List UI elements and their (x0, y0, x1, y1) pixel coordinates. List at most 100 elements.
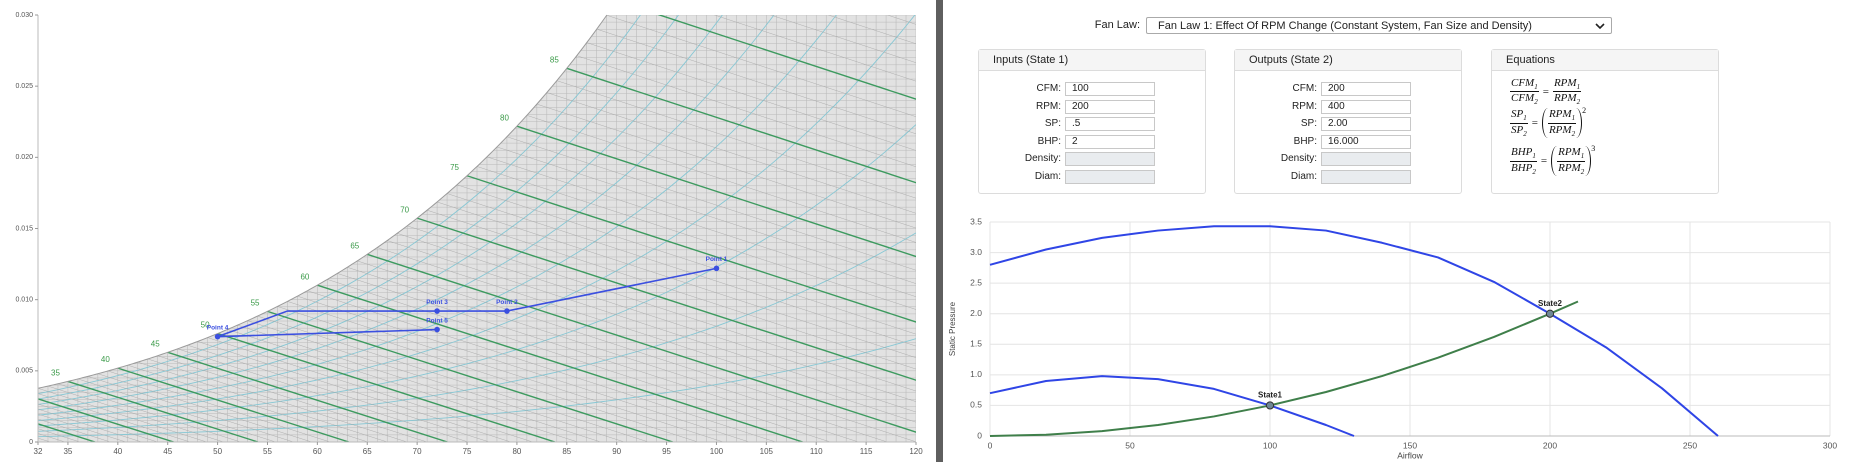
x-tick-label: 90 (612, 447, 621, 456)
enthalpy-line (287, 301, 724, 442)
subscript: 1 (1534, 83, 1538, 92)
y-tick-label: 0.015 (15, 225, 33, 232)
state-point (214, 333, 221, 340)
field-input[interactable]: 2.00 (1321, 117, 1411, 131)
fraction: SP1 SP2 (1510, 108, 1528, 138)
enthalpy-line (656, 15, 916, 442)
enthalpy-line (476, 166, 916, 442)
x-tick-label: 115 (860, 447, 873, 456)
fan-curve-chart: 0 50 100 150 200 250 300 0 0.5 1.0 1.5 2.0 2.5 3.0 3.5… (948, 216, 1837, 460)
enthalpy-line (227, 329, 578, 442)
enthalpy-line (397, 233, 916, 442)
field-input[interactable]: 200 (1065, 99, 1155, 114)
enthalpy-line (926, 0, 936, 442)
subscript: 1 (1580, 152, 1585, 161)
enthalpy-line (47, 385, 224, 442)
field-input[interactable]: .5 (1065, 117, 1155, 131)
wet-bulb-line (915, 15, 916, 442)
enthalpy-line (247, 320, 625, 442)
wet-bulb-line (38, 391, 174, 442)
y-axis-label: Static Pressure (948, 301, 957, 356)
enthalpy-line (38, 390, 191, 442)
subscript: 1 (1576, 83, 1581, 92)
enthalpy-line (137, 361, 388, 442)
fraction: CFM1 CFM2 (1510, 77, 1539, 106)
relation: = (1540, 155, 1548, 167)
wet-bulb-label: 60 (300, 272, 309, 281)
symbol: CFM (1511, 92, 1535, 105)
y-tick-label: 0 (977, 430, 982, 440)
fan-law-select[interactable]: Fan Law 1: Effect Of RPM Change (Constan… (1146, 17, 1612, 34)
point-label: State1 (1258, 391, 1283, 400)
field-label: SP: (1044, 118, 1061, 129)
enthalpy-line (407, 225, 916, 442)
wet-bulb-line (566, 67, 916, 442)
fan-law-value: Fan Law 1: Effect Of RPM Change (Constan… (1158, 20, 1532, 32)
wet-bulb-line (416, 217, 916, 442)
numerator: RPM1 (1557, 146, 1586, 162)
enthalpy-line (327, 279, 831, 442)
rh-curve (38, 15, 916, 405)
rh-curve (38, 15, 916, 395)
y-tick-label: 0.005 (15, 368, 33, 375)
enthalpy-line (596, 28, 916, 442)
enthalpy-line (38, 403, 80, 442)
field-input[interactable]: 400 (1321, 99, 1411, 114)
field-label: BHP: (1293, 135, 1317, 147)
splitter[interactable] (936, 0, 943, 462)
form-panel: Inputs (State 1) CFM: 100 RPM: 200 SP: .5 BHP: 2… (978, 49, 1206, 194)
point-label: Point 1 (706, 256, 728, 263)
rh-curve (38, 232, 916, 432)
enthalpy-line (606, 15, 916, 442)
enthalpy-line (38, 394, 158, 442)
x-tick-label: 50 (1125, 440, 1135, 450)
x-tick-label: 32 (34, 447, 43, 456)
field-input[interactable]: 16.000 (1321, 134, 1411, 149)
relation: = (1531, 117, 1538, 129)
field-input (1321, 152, 1411, 166)
enthalpy-line (177, 348, 469, 442)
x-tick-label: 105 (760, 447, 774, 456)
enthalpy-line (38, 388, 207, 442)
y-tick-label: 3.0 (970, 247, 982, 257)
x-tick-label: 65 (363, 447, 372, 456)
psychrometric-chart: 35 40 45 50 55 60 65 70 75 80 85 32 35 40 45 50 55 60 65 70… (0, 0, 936, 456)
enthalpy-line (456, 184, 916, 442)
y-tick-label: 0.5 (970, 400, 982, 410)
state-point (1545, 309, 1555, 318)
enthalpy-line (576, 55, 916, 442)
form-panel: Outputs (State 2) CFM: 200 RPM: 400 SP: 2.00 BH… (1234, 49, 1462, 194)
curve (989, 225, 1719, 437)
enthalpy-line (107, 370, 331, 442)
rh-curve (38, 15, 916, 416)
wet-bulb-line (0, 409, 21, 442)
x-tick-label: 0 (988, 440, 993, 450)
symbol: SP (1511, 123, 1524, 136)
rh-curve (38, 15, 916, 411)
wet-bulb-label: 45 (151, 339, 160, 348)
rh-curve (38, 124, 916, 427)
equation: CFM1 CFM2 = RPM1 RPM2 (1510, 77, 1582, 106)
symbol: RPM (1558, 146, 1581, 159)
symbol: RPM (1548, 108, 1572, 121)
enthalpy-line (496, 146, 916, 442)
enthalpy-line (127, 364, 368, 442)
enthalpy-line (0, 408, 36, 442)
field-label: Density: (1024, 153, 1061, 164)
enthalpy-line (77, 378, 276, 442)
field-input[interactable]: 200 (1321, 82, 1411, 96)
subscript: 1 (1571, 114, 1576, 123)
point-label: State2 (1538, 299, 1563, 308)
denominator: RPM2 (1557, 162, 1585, 176)
y-tick-label: 1.5 (970, 339, 982, 349)
subscript: 2 (1580, 167, 1585, 176)
field-input[interactable]: 2 (1065, 134, 1155, 149)
subscript: 2 (1534, 98, 1538, 107)
symbol: RPM (1553, 92, 1577, 105)
symbol: SP (1511, 108, 1524, 121)
field-input[interactable]: 100 (1065, 82, 1155, 96)
subscript: 1 (1523, 114, 1527, 123)
enthalpy-line (347, 267, 888, 442)
x-tick-label: 100 (1263, 440, 1277, 450)
wet-bulb-label: 65 (350, 241, 359, 250)
